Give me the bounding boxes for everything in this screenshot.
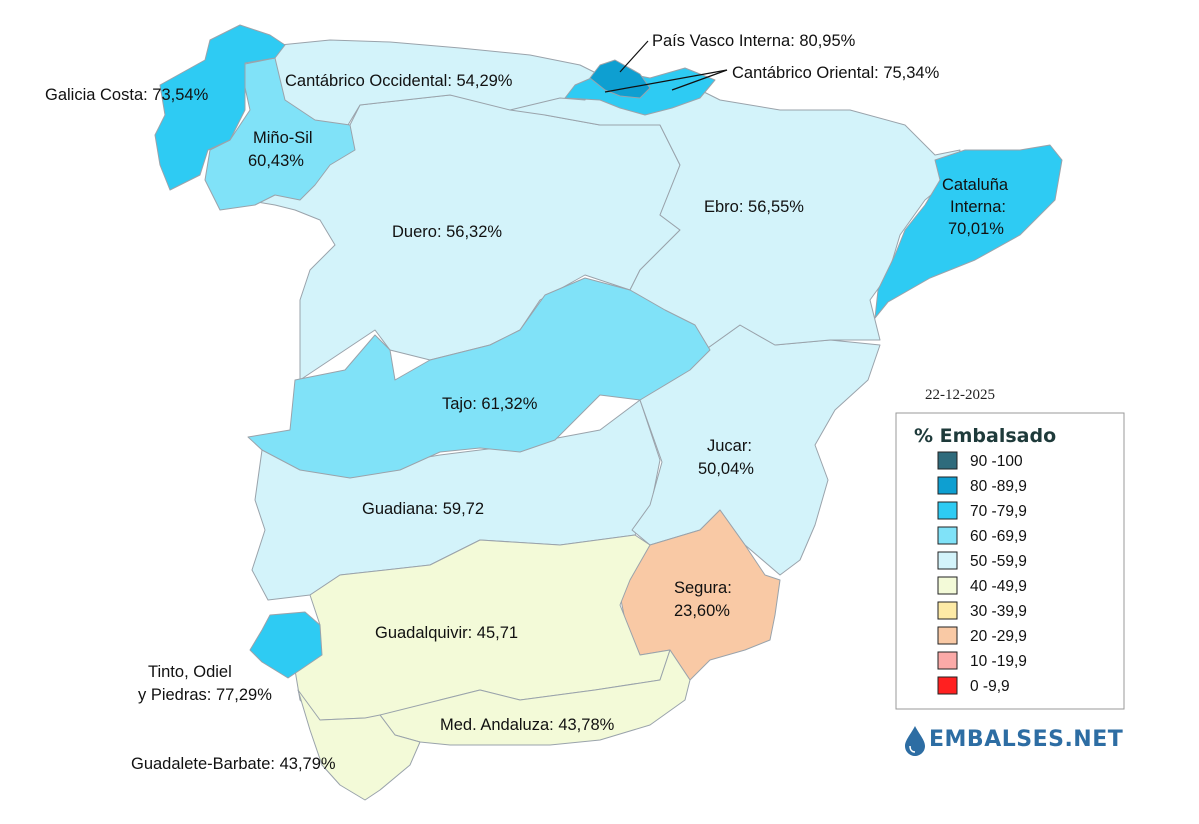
date-label: 22-12-2025 bbox=[925, 387, 995, 403]
region-pais-vasco[interactable] bbox=[589, 59, 651, 99]
region-tajo[interactable] bbox=[247, 277, 711, 479]
legend-swatch bbox=[937, 601, 958, 620]
legend-swatch bbox=[937, 651, 958, 670]
legend-swatch bbox=[937, 576, 958, 595]
legend-swatch bbox=[937, 526, 958, 545]
legend-label: 0 -9,9 bbox=[970, 678, 1010, 695]
label-guadalete: Guadalete-Barbate: 43,79% bbox=[131, 755, 336, 773]
label-cataluna-1: Cataluña bbox=[942, 176, 1009, 194]
legend-label: 90 -100 bbox=[970, 453, 1023, 470]
legend-box bbox=[895, 412, 1125, 710]
label-cantabrico-occidental: Cantábrico Occidental: 54,29% bbox=[285, 72, 513, 90]
legend-label: 20 -29,9 bbox=[970, 628, 1027, 645]
region-guadalete[interactable] bbox=[297, 689, 421, 801]
legend-label: 50 -59,9 bbox=[970, 553, 1027, 570]
label-tinto-1: Tinto, Odiel bbox=[148, 663, 232, 681]
label-galicia: Galicia Costa: 73,54% bbox=[45, 86, 209, 104]
label-jucar-2: 50,04% bbox=[698, 460, 754, 478]
legend-label: 80 -89,9 bbox=[970, 478, 1027, 495]
label-cantabrico-oriental: Cantábrico Oriental: 75,34% bbox=[732, 64, 940, 82]
region-tinto-odiel[interactable] bbox=[249, 611, 323, 679]
legend: % Embalsado 90 -100 80 -89,9 70 -79,9 60 -6… bbox=[895, 412, 1125, 710]
leader-lines bbox=[604, 40, 728, 93]
legend-label: 70 -79,9 bbox=[970, 503, 1027, 520]
legend-swatch bbox=[937, 501, 958, 520]
label-mino-sil-value: 60,43% bbox=[248, 152, 304, 170]
label-guadalquivir: Guadalquivir: 45,71 bbox=[375, 624, 518, 642]
legend-label: 30 -39,9 bbox=[970, 603, 1027, 620]
label-mino-sil-name: Miño-Sil bbox=[253, 129, 313, 147]
label-duero: Duero: 56,32% bbox=[392, 223, 502, 241]
label-cataluna-2: Interna: bbox=[950, 198, 1006, 216]
legend-swatch bbox=[937, 476, 958, 495]
region-cataluna[interactable] bbox=[874, 144, 1063, 319]
logo-text: EMBALSES.NET bbox=[929, 727, 1123, 752]
embalses-logo: EMBALSES.NET bbox=[905, 726, 1123, 756]
label-pais-vasco: País Vasco Interna: 80,95% bbox=[652, 32, 856, 50]
region-segura[interactable] bbox=[619, 509, 781, 681]
legend-label: 40 -49,9 bbox=[970, 578, 1027, 595]
label-tinto-2: y Piedras: 77,29% bbox=[138, 686, 272, 704]
region-galicia[interactable] bbox=[154, 24, 286, 191]
legend-swatch bbox=[937, 551, 958, 570]
label-med-andaluza: Med. Andaluza: 43,78% bbox=[440, 716, 615, 734]
region-mino-sil[interactable] bbox=[204, 57, 356, 211]
legend-label: 10 -19,9 bbox=[970, 653, 1027, 670]
label-segura-1: Segura: bbox=[674, 579, 732, 597]
label-jucar-1: Jucar: bbox=[707, 437, 752, 455]
region-med-andaluza[interactable] bbox=[379, 649, 691, 746]
label-guadiana: Guadiana: 59,72 bbox=[362, 500, 484, 518]
label-ebro: Ebro: 56,55% bbox=[704, 198, 804, 216]
legend-title: % Embalsado bbox=[914, 425, 1056, 447]
label-cataluna-3: 70,01% bbox=[948, 220, 1004, 238]
label-segura-2: 23,60% bbox=[674, 602, 730, 620]
legend-label: 60 -69,9 bbox=[970, 528, 1027, 545]
legend-swatch bbox=[937, 626, 958, 645]
legend-swatch bbox=[937, 451, 958, 470]
legend-items: 90 -100 80 -89,9 70 -79,9 60 -69,9 50 -59,9 4… bbox=[937, 451, 1027, 695]
label-tajo: Tajo: 61,32% bbox=[442, 395, 538, 413]
legend-swatch bbox=[937, 676, 958, 695]
